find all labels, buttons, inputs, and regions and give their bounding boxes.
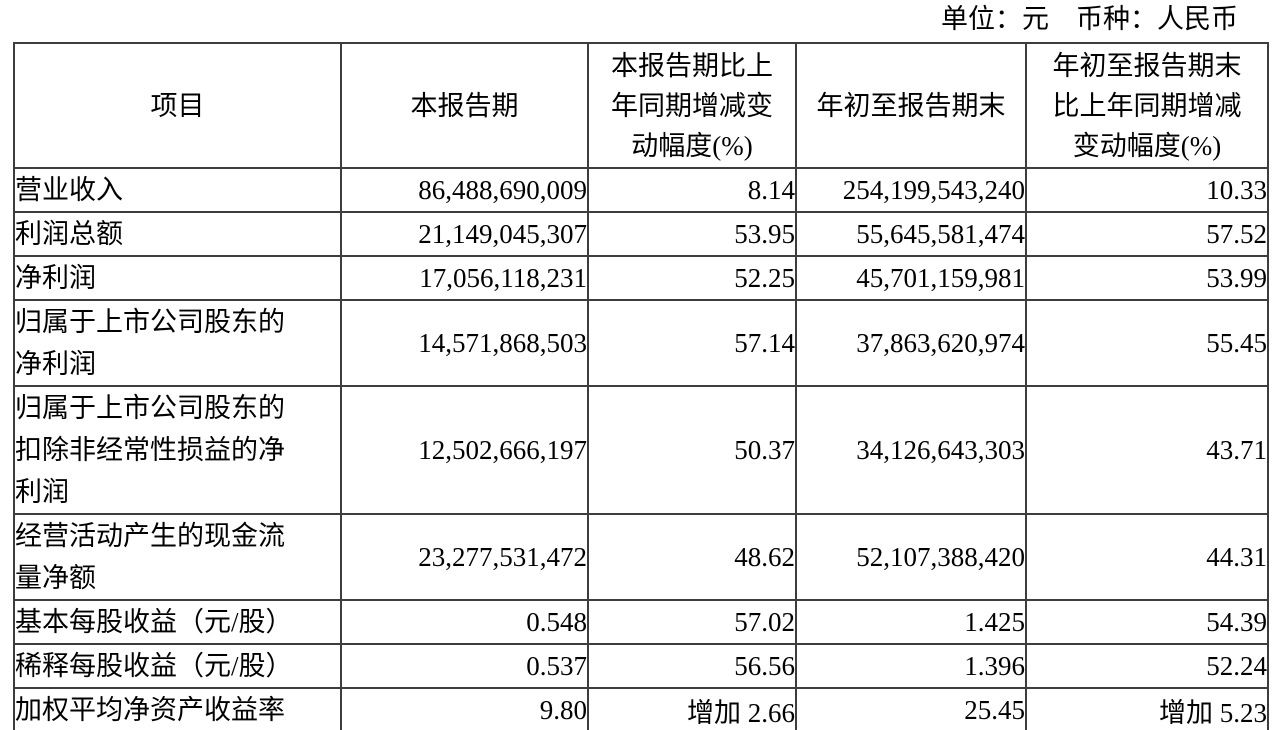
table-row-weighted-average-roe: 加权平均净资产收益率 9.80 增加 2.66 25.45 增加 5.23	[13, 687, 1269, 730]
table-row-net-profit: 净利润 17,056,118,231 52.25 45,701,159,981 …	[13, 255, 1269, 301]
cell-year-to-date: 34,126,643,303	[795, 385, 1027, 515]
cell-year-to-date-change: 44.31	[1025, 513, 1269, 601]
cell-current-period: 0.548	[340, 599, 589, 645]
table-row-diluted-eps: 稀释每股收益（元/股） 0.537 56.56 1.396 52.24	[13, 643, 1269, 689]
cell-current-period: 0.537	[340, 643, 589, 689]
cell-current-period-change: 50.37	[587, 385, 797, 515]
unit-currency-caption: 单位：元 币种：人民币	[941, 4, 1238, 34]
cell-current-period: 17,056,118,231	[340, 255, 589, 301]
row-label: 加权平均净资产收益率	[13, 687, 342, 730]
table-row-net-profit-attributable: 归属于上市公司股东的 净利润 14,571,868,503 57.14 37,8…	[13, 299, 1269, 387]
cell-year-to-date-change: 54.39	[1025, 599, 1269, 645]
cell-year-to-date-change: 52.24	[1025, 643, 1269, 689]
cell-year-to-date: 1.425	[795, 599, 1027, 645]
cell-year-to-date: 37,863,620,974	[795, 299, 1027, 387]
column-header-current-period: 本报告期	[340, 42, 589, 169]
row-label: 营业收入	[13, 167, 342, 213]
table-row-basic-eps: 基本每股收益（元/股） 0.548 57.02 1.425 54.39	[13, 599, 1269, 645]
table-row-operating-revenue: 营业收入 86,488,690,009 8.14 254,199,543,240…	[13, 167, 1269, 213]
cell-current-period-change: 53.95	[587, 211, 797, 257]
cell-current-period: 14,571,868,503	[340, 299, 589, 387]
table-row-net-profit-excluding-nonrecurring: 归属于上市公司股东的 扣除非经常性损益的净 利润 12,502,666,197 …	[13, 385, 1269, 515]
cell-current-period: 23,277,531,472	[340, 513, 589, 601]
cell-current-period-change: 57.02	[587, 599, 797, 645]
cell-current-period: 21,149,045,307	[340, 211, 589, 257]
cell-year-to-date: 52,107,388,420	[795, 513, 1027, 601]
cell-current-period-change: 52.25	[587, 255, 797, 301]
cell-year-to-date: 25.45	[795, 687, 1027, 730]
column-header-year-to-date-change: 年初至报告期末 比上年同期增减 变动幅度(%)	[1025, 42, 1269, 169]
cell-year-to-date-change: 43.71	[1025, 385, 1269, 515]
cell-year-to-date: 254,199,543,240	[795, 167, 1027, 213]
column-header-item: 项目	[13, 42, 342, 169]
table-row-total-profit: 利润总额 21,149,045,307 53.95 55,645,581,474…	[13, 211, 1269, 257]
column-header-year-to-date: 年初至报告期末	[795, 42, 1027, 169]
row-label: 稀释每股收益（元/股）	[13, 643, 342, 689]
row-label: 归属于上市公司股东的 扣除非经常性损益的净 利润	[13, 385, 342, 515]
cell-year-to-date: 45,701,159,981	[795, 255, 1027, 301]
cell-current-period-change: 57.14	[587, 299, 797, 387]
table-row-operating-cash-flow: 经营活动产生的现金流 量净额 23,277,531,472 48.62 52,1…	[13, 513, 1269, 601]
cell-current-period-change: 48.62	[587, 513, 797, 601]
cell-year-to-date: 1.396	[795, 643, 1027, 689]
cell-year-to-date-change: 55.45	[1025, 299, 1269, 387]
cell-current-period-change: 8.14	[587, 167, 797, 213]
cell-current-period: 9.80	[340, 687, 589, 730]
row-label: 基本每股收益（元/股）	[13, 599, 342, 645]
table-header-row: 项目 本报告期 本报告期比上 年同期增减变 动幅度(%) 年初至报告期末 年初至…	[13, 42, 1269, 169]
cell-year-to-date: 55,645,581,474	[795, 211, 1027, 257]
cell-current-period: 12,502,666,197	[340, 385, 589, 515]
row-label: 利润总额	[13, 211, 342, 257]
financial-summary-table: 项目 本报告期 本报告期比上 年同期增减变 动幅度(%) 年初至报告期末 年初至…	[13, 42, 1269, 730]
row-label: 净利润	[13, 255, 342, 301]
cell-year-to-date-change: 57.52	[1025, 211, 1269, 257]
cell-current-period: 86,488,690,009	[340, 167, 589, 213]
cell-current-period-change: 56.56	[587, 643, 797, 689]
cell-year-to-date-change: 53.99	[1025, 255, 1269, 301]
cell-year-to-date-change: 10.33	[1025, 167, 1269, 213]
row-label: 归属于上市公司股东的 净利润	[13, 299, 342, 387]
cell-year-to-date-change: 增加 5.23	[1025, 687, 1269, 730]
column-header-current-period-change: 本报告期比上 年同期增减变 动幅度(%)	[587, 42, 797, 169]
cell-current-period-change: 增加 2.66	[587, 687, 797, 730]
row-label: 经营活动产生的现金流 量净额	[13, 513, 342, 601]
